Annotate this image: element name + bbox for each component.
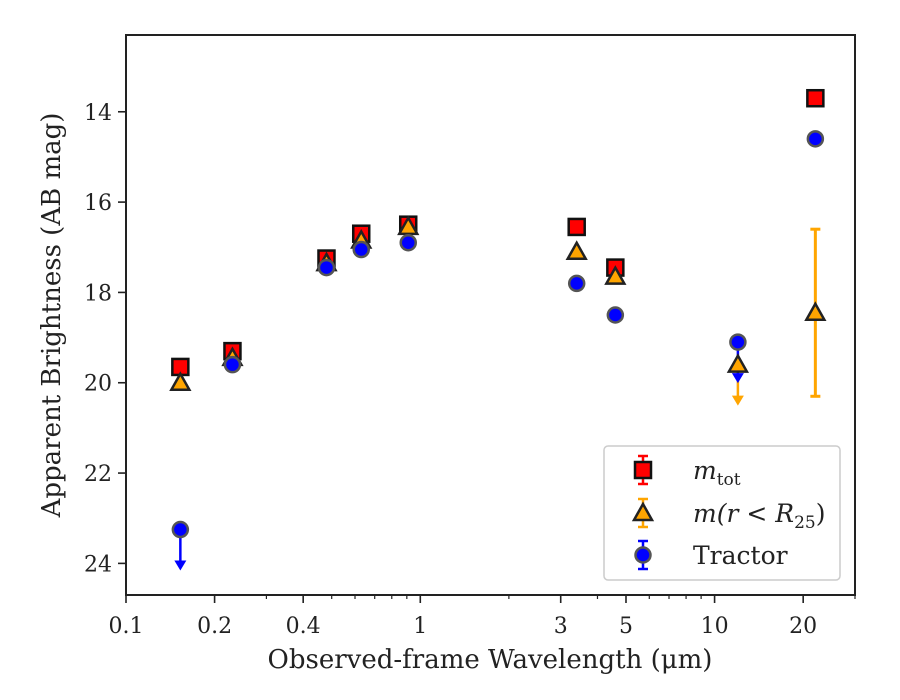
legend-marker-triangle [631, 501, 655, 522]
y-tick-label: 18 [84, 281, 112, 306]
data-point-circle [729, 333, 747, 351]
y-tick-label: 22 [84, 462, 112, 487]
data-point-circle [352, 240, 370, 259]
data-point-circle [223, 355, 242, 374]
x-tick-label: 0.2 [197, 614, 232, 639]
legend-label: mtot [693, 456, 741, 490]
y-tick-label: 14 [84, 101, 112, 126]
data-point-triangle [397, 215, 420, 236]
data-point-circle [317, 258, 336, 277]
plot-frame [125, 34, 856, 596]
data-point-triangle [804, 301, 827, 321]
data-point-triangle [565, 240, 588, 261]
y-tick-label: 24 [84, 552, 112, 577]
data-point-square [567, 217, 586, 237]
upper-limit-arrowhead [174, 560, 187, 571]
x-tick-label: 1 [413, 614, 427, 639]
data-point-circle [171, 520, 190, 539]
x-tick-label: 5 [619, 614, 633, 639]
legend-label: Tractor [693, 541, 788, 570]
data-point-triangle [169, 371, 192, 391]
x-tick-label: 3 [554, 614, 568, 639]
y-axis-title: Apparent Brightness (AB mag) [37, 113, 67, 519]
data-point-triangle [726, 353, 750, 373]
legend-marker-square [633, 460, 653, 480]
data-point-circle [606, 306, 625, 324]
data-point-circle [806, 130, 825, 148]
x-tick-label: 0.4 [286, 614, 321, 639]
legend: mtot m(r < R25) Tractor [603, 445, 841, 581]
data-point-square [806, 88, 825, 108]
x-axis-title: Observed-frame Wavelength (μm) [268, 645, 713, 675]
y-tick-label: 16 [84, 191, 112, 216]
x-tick-label: 20 [789, 614, 817, 639]
upper-limit-arrowhead [731, 373, 744, 384]
data-point-triangle [604, 265, 627, 285]
y-tick-label: 20 [84, 372, 112, 397]
axis-ticks: 0.1 0.2 0.4 1 3 5 10 20 14 16 18 20 22 24 [84, 101, 856, 639]
x-tick-label: 10 [701, 614, 729, 639]
upper-limit-arrowhead [731, 395, 744, 406]
legend-box [603, 445, 841, 581]
legend-marker-circle [634, 546, 652, 564]
data-point-circle [567, 274, 586, 293]
data-point-circle [399, 233, 417, 252]
legend-label: m(r < R25) [693, 499, 825, 533]
x-tick-label: 0.1 [109, 614, 144, 639]
plot-area [169, 88, 827, 571]
